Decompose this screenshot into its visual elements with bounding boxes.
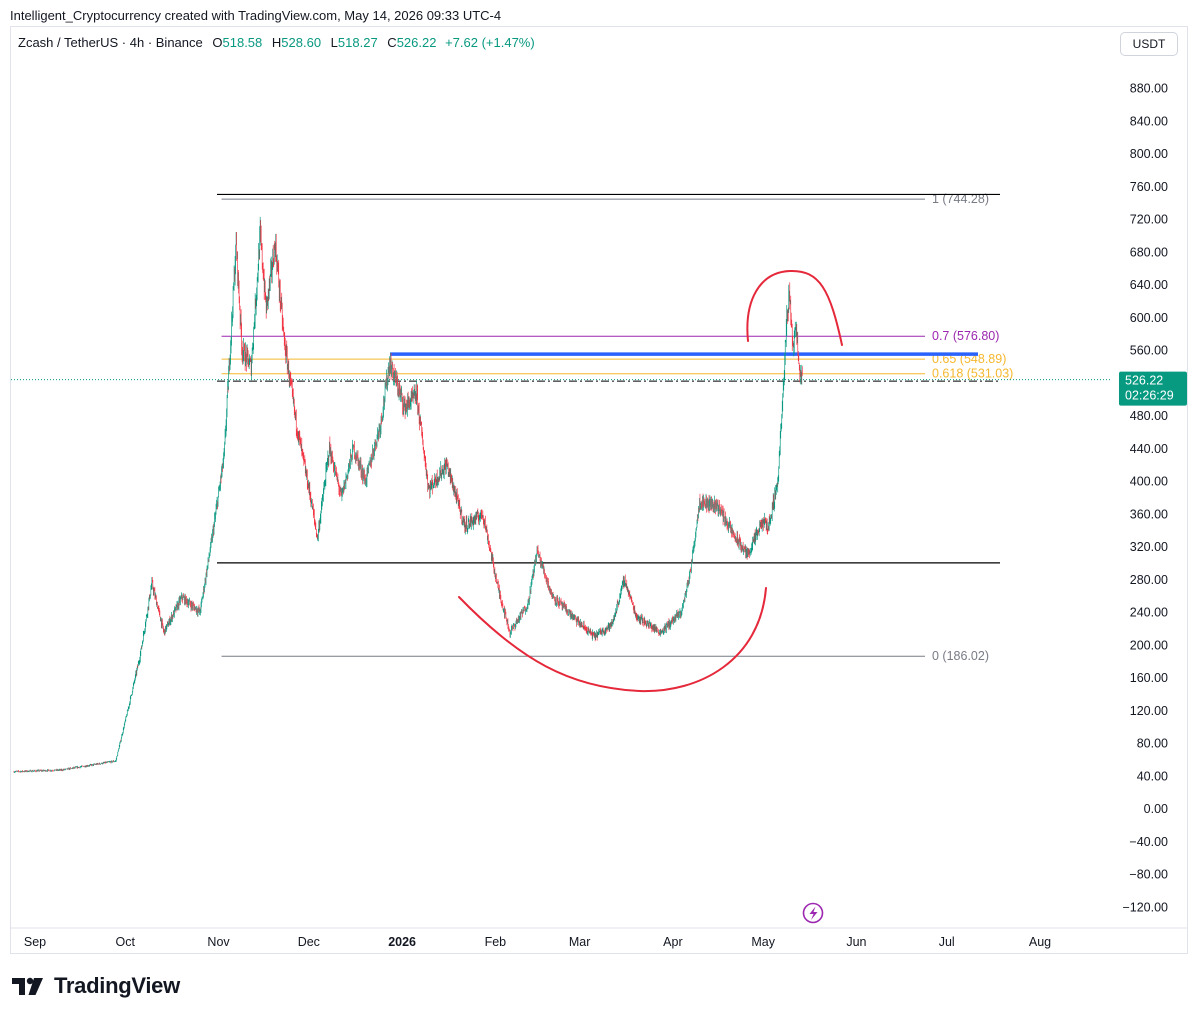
change-value: +7.62 (+1.47%) <box>445 35 535 50</box>
x-tick-6: Mar <box>569 935 591 949</box>
price-chart[interactable]: 1 (744.28)0.7 (576.80)0.65 (548.89)0.618… <box>0 0 1200 960</box>
y-tick-17: 200.00 <box>1130 638 1168 652</box>
y-axis[interactable]: 880.00 840.00 800.00 760.00 720.00 680.00 640.… <box>1122 82 1168 915</box>
x-tick-7: Apr <box>663 935 682 949</box>
price-badge-box <box>1119 371 1187 406</box>
low-value: 518.27 <box>337 35 378 50</box>
x-tick-1: Oct <box>116 935 136 949</box>
y-tick-15: 280.00 <box>1130 573 1168 587</box>
fib-label-3: 0.618 (531.03) <box>932 367 1013 381</box>
annotations <box>458 269 843 693</box>
y-tick-13: 360.00 <box>1130 507 1168 521</box>
y-tick-16: 240.00 <box>1130 606 1168 620</box>
x-tick-8: May <box>751 935 775 949</box>
x-tick-11: Aug <box>1029 935 1051 949</box>
lightning-icon[interactable] <box>802 902 824 924</box>
currency-button[interactable]: USDT <box>1120 32 1178 56</box>
y-tick-2: 800.00 <box>1130 147 1168 161</box>
cap-arc <box>746 269 843 346</box>
open-label: O <box>212 35 223 50</box>
x-tick-9: Jun <box>846 935 866 949</box>
fib-label-4: 0 (186.02) <box>932 649 989 663</box>
y-tick-7: 600.00 <box>1130 311 1168 325</box>
y-tick-23: −40.00 <box>1129 835 1168 849</box>
y-tick-12: 400.00 <box>1130 475 1168 489</box>
y-tick-6: 640.00 <box>1130 278 1168 292</box>
x-tick-0: Sep <box>24 935 46 949</box>
y-tick-20: 80.00 <box>1137 737 1168 751</box>
y-tick-21: 40.00 <box>1137 769 1168 783</box>
close-value: 526.22 <box>396 35 437 50</box>
y-tick-11: 440.00 <box>1130 442 1168 456</box>
symbol-name[interactable]: Zcash / TetherUS · 4h · Binance <box>18 35 203 50</box>
high-value: 528.60 <box>281 35 322 50</box>
y-tick-10: 480.00 <box>1130 409 1168 423</box>
y-tick-14: 320.00 <box>1130 540 1168 554</box>
symbol-legend: Zcash / TetherUS · 4h · Binance O518.58 … <box>18 35 535 50</box>
candles <box>13 216 803 773</box>
y-tick-3: 760.00 <box>1130 180 1168 194</box>
price-badge-countdown: 02:26:29 <box>1125 389 1174 403</box>
x-tick-10: Jul <box>939 935 955 949</box>
tradingview-brand: TradingView <box>54 973 180 998</box>
y-tick-8: 560.00 <box>1130 344 1168 358</box>
x-tick-5: Feb <box>485 935 507 949</box>
high-label: H <box>271 35 282 50</box>
cup-arc <box>458 587 767 693</box>
y-tick-22: 0.00 <box>1144 802 1168 816</box>
attribution-text: Intelligent_Cryptocurrency created with … <box>10 8 502 23</box>
x-tick-4: 2026 <box>388 935 416 949</box>
close-label: C <box>387 35 397 50</box>
fib-label-1: 0.7 (576.80) <box>932 329 999 343</box>
chart-levels: 1 (744.28)0.7 (576.80)0.65 (548.89)0.618… <box>11 192 1112 663</box>
open-value: 518.58 <box>222 35 263 50</box>
low-label: L <box>330 35 338 50</box>
y-tick-25: −120.00 <box>1122 900 1168 914</box>
y-tick-18: 160.00 <box>1130 671 1168 685</box>
y-tick-0: 880.00 <box>1130 82 1168 96</box>
x-tick-3: Dec <box>298 935 320 949</box>
price-badge-value: 526.22 <box>1125 374 1163 388</box>
tradingview-logo-icon <box>12 977 43 995</box>
y-tick-5: 680.00 <box>1130 245 1168 259</box>
y-tick-1: 840.00 <box>1130 114 1168 128</box>
y-tick-4: 720.00 <box>1130 213 1168 227</box>
chart-frame <box>10 26 1188 954</box>
tradingview-footer: TradingView <box>12 972 180 1000</box>
y-tick-19: 120.00 <box>1130 704 1168 718</box>
y-tick-24: −80.00 <box>1129 868 1168 882</box>
fib-label-0: 1 (744.28) <box>932 192 989 206</box>
x-axis[interactable]: Sep Oct Nov Dec 2026 Feb Mar Apr May Jun Jul Aug <box>11 927 1187 949</box>
x-tick-2: Nov <box>207 935 230 949</box>
